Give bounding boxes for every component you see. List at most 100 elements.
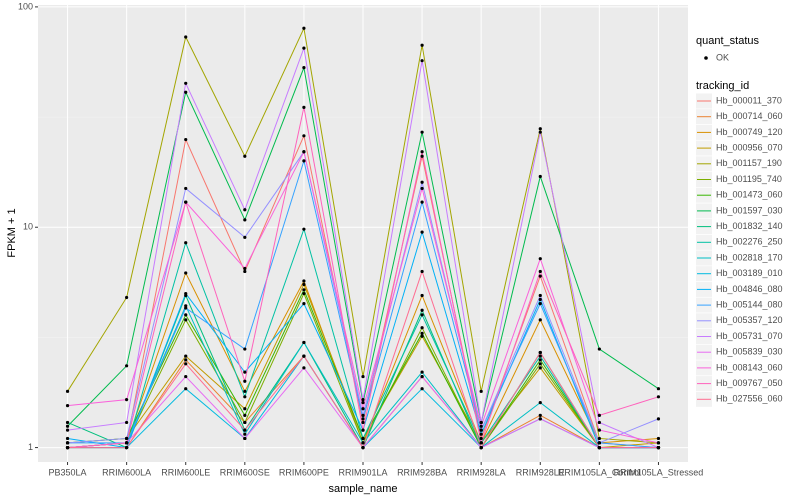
point [479,445,483,450]
point [656,436,661,441]
point [420,326,424,330]
point [184,200,188,204]
legend-label: Hb_003189_010 [716,268,783,278]
legend-label: Hb_027556_060 [716,394,783,404]
point [420,186,424,191]
point [65,445,70,450]
point [538,358,542,362]
point [538,350,542,355]
legend-label: Hb_005839_030 [716,347,783,357]
point [243,432,247,436]
point [656,441,661,445]
legend-label: Hb_004846_080 [716,284,783,294]
x-tick-label: RRIM928LE [516,467,565,477]
x-tick-label: RRIM600PE [279,467,329,477]
x-tick-label: PB350LA [49,467,87,477]
point [302,279,306,283]
x-tick-label: RRIM600LE [161,467,210,477]
point [184,318,188,322]
point [302,302,306,306]
point [420,43,424,47]
x-tick-label: RRIM928LA [457,467,506,477]
legend-label: Hb_001473_060 [716,190,783,200]
point [243,420,247,425]
point [420,200,424,204]
point [597,436,601,441]
point [243,436,247,441]
point [65,420,70,425]
legend-label: Hb_005731_070 [716,331,783,341]
point [597,347,601,351]
point [302,150,306,154]
point [420,230,424,234]
point [243,379,247,383]
legend-label: Hb_000011_370 [716,95,782,105]
point [361,436,365,441]
point [184,374,188,379]
point [184,291,188,296]
legend-label: Hb_001597_030 [716,205,783,215]
point [125,420,129,425]
point [420,331,424,335]
point [538,174,542,179]
point [302,134,306,138]
point [538,366,542,370]
point [479,428,483,432]
point [125,295,129,300]
point [302,66,306,70]
point [184,186,188,191]
point [538,362,542,366]
point [479,436,483,441]
point [597,441,601,445]
point [656,445,661,450]
point [597,413,601,417]
point [125,441,129,445]
point [302,159,306,163]
legend-label: Hb_005357_120 [716,315,783,325]
legend-label: Hb_002276_250 [716,237,783,247]
x-axis-label: sample_name [328,483,397,495]
point [184,304,188,308]
point [184,387,188,391]
point [420,334,424,338]
point [302,354,306,358]
x-tick-label: RRIM901LA [338,467,387,477]
y-tick-label: 10 [23,222,33,232]
point [65,436,70,441]
point [184,241,188,245]
point [538,354,542,358]
legend-label: Hb_001195_740 [716,174,782,184]
legend-title: quant_status [696,35,759,47]
point [184,90,188,94]
point [420,269,424,274]
point [420,370,424,374]
point [420,308,424,312]
point [302,366,306,370]
point [302,105,306,109]
point [125,436,129,441]
x-tick-label: RRIM600SE [220,467,270,477]
legend-label: Hb_000749_120 [716,127,783,137]
point [361,428,365,432]
point [184,81,188,85]
point [243,269,247,274]
point [538,269,542,274]
point [184,306,188,310]
legend-label: Hb_005144_080 [716,299,783,309]
point [597,420,601,425]
point [243,347,247,351]
point [184,313,188,317]
point [184,358,188,362]
point [597,445,601,450]
point [420,180,424,184]
point [184,362,188,366]
point [302,46,306,50]
point [538,417,542,421]
point [420,150,424,154]
point [479,441,483,445]
x-tick-label: RRIM105LA_Stressed [614,467,704,477]
point [361,441,365,445]
point [538,274,542,278]
point [243,218,247,222]
point [302,340,306,345]
